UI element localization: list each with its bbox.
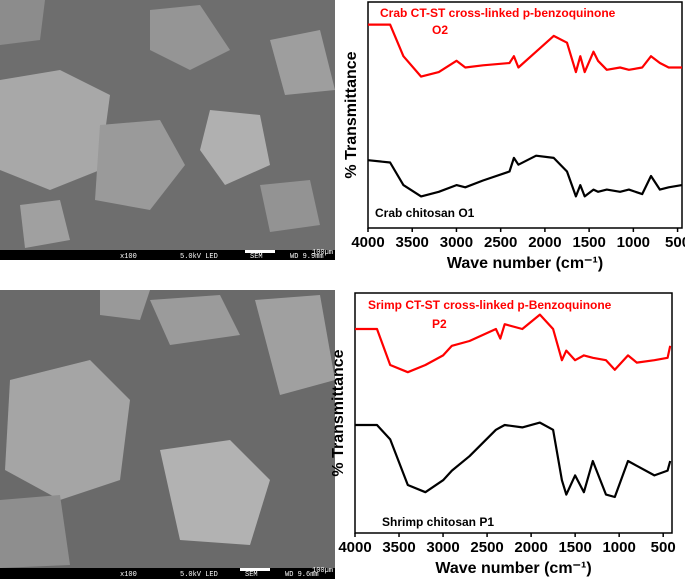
scale-bar — [245, 250, 275, 253]
x-tick-label: 500 — [665, 234, 685, 251]
x-axis-label: Wave number (cm⁻¹) — [447, 255, 603, 272]
y-axis-label: % Transmittance — [343, 51, 360, 178]
x-tick-label: 500 — [651, 539, 676, 556]
sem-info: 5.0kV LED — [180, 253, 218, 261]
x-tick-label: 3000 — [426, 539, 459, 556]
scale-bar — [240, 568, 270, 571]
particle — [0, 70, 110, 190]
x-tick-label: 2000 — [528, 234, 561, 251]
x-tick-label: 1500 — [572, 234, 605, 251]
sem-info-bar — [0, 250, 335, 260]
x-axis-label: Wave number (cm⁻¹) — [435, 560, 591, 577]
x-tick-label: 4000 — [338, 539, 371, 556]
spectrum-line — [355, 313, 672, 374]
particle — [20, 200, 70, 248]
annotation: O2 — [432, 23, 448, 37]
particle — [200, 110, 270, 185]
x-tick-label: 4000 — [351, 234, 384, 251]
sem-info-bar — [0, 568, 335, 579]
x-tick-label: 2500 — [484, 234, 517, 251]
plot-frame — [354, 292, 673, 534]
sem-info: WD 9.9mm — [290, 253, 324, 261]
particle — [260, 180, 320, 232]
x-tick-label: 1000 — [602, 539, 635, 556]
sem-scale-label: 100µm — [312, 249, 333, 257]
x-tick-label: 2500 — [470, 539, 503, 556]
x-tick-label: 3500 — [396, 234, 429, 251]
x-tick-label: 2000 — [514, 539, 547, 556]
sem-info: x100 — [120, 571, 137, 579]
spectrum-line — [368, 23, 682, 78]
particle — [160, 440, 270, 545]
annotation: Srimp CT-ST cross-linked p-Benzoquinone — [368, 298, 612, 312]
sem-info: SEM — [250, 253, 263, 261]
particle — [95, 120, 185, 210]
particle — [150, 295, 240, 345]
annotation: P2 — [432, 317, 447, 331]
annotation: Shrimp chitosan P1 — [382, 515, 494, 529]
particle — [0, 495, 70, 568]
sem-image: x100 5.0kV LED SEM WD 9.6mm 100µm — [0, 290, 335, 579]
sem-info: SEM — [245, 571, 258, 579]
sem-info: WD 9.6mm — [285, 571, 319, 579]
y-axis-label: % Transmittance — [330, 349, 347, 476]
particle — [100, 290, 150, 320]
plot-frame — [367, 1, 683, 229]
spectrum-line — [355, 421, 672, 499]
annotation: Crab CT-ST cross-linked p-benzoquinone — [380, 6, 616, 20]
spectrum-line — [367, 154, 683, 198]
particle — [255, 295, 335, 395]
particle — [5, 360, 130, 500]
particle — [150, 5, 230, 70]
sem-info: 5.0kV LED — [180, 571, 218, 579]
sem-scale-label: 100µm — [312, 567, 333, 575]
x-tick-label: 1500 — [558, 539, 591, 556]
sem-image: x100 5.0kV LED SEM WD 9.9mm 100µm — [0, 0, 335, 261]
sem-info: x100 — [120, 253, 137, 261]
x-tick-label: 3000 — [440, 234, 473, 251]
annotation: Crab chitosan O1 — [375, 206, 475, 220]
x-tick-label: 1000 — [617, 234, 650, 251]
particle — [0, 0, 45, 45]
x-tick-label: 3500 — [382, 539, 415, 556]
particle — [270, 30, 335, 95]
